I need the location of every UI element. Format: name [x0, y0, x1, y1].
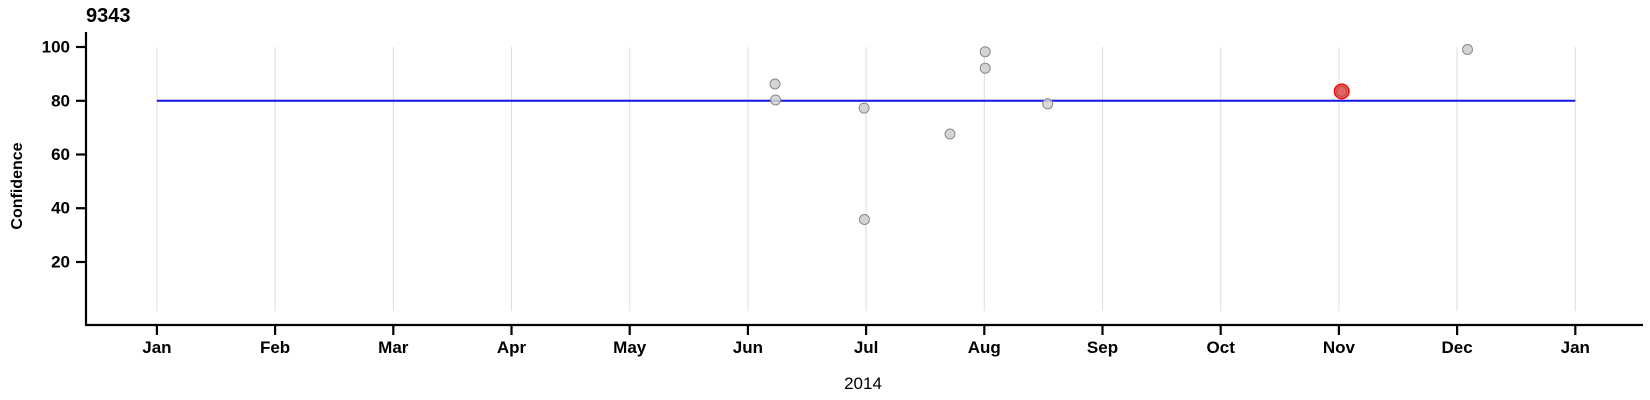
svg-text:9343: 9343 — [86, 5, 131, 27]
svg-text:Confidence: Confidence — [9, 142, 26, 229]
svg-text:Apr: Apr — [497, 338, 527, 357]
svg-text:2014: 2014 — [844, 374, 882, 393]
svg-text:Aug: Aug — [968, 338, 1001, 357]
svg-text:100: 100 — [42, 38, 70, 57]
svg-text:20: 20 — [51, 253, 70, 272]
svg-text:Oct: Oct — [1207, 338, 1236, 357]
svg-text:May: May — [613, 338, 647, 357]
svg-text:40: 40 — [51, 199, 70, 218]
svg-text:Dec: Dec — [1442, 338, 1473, 357]
svg-text:Jul: Jul — [854, 338, 879, 357]
svg-text:80: 80 — [51, 91, 70, 110]
svg-text:Jan: Jan — [1561, 338, 1590, 357]
svg-text:Jun: Jun — [733, 338, 763, 357]
svg-text:Nov: Nov — [1323, 338, 1356, 357]
svg-text:Mar: Mar — [378, 338, 409, 357]
svg-text:Jan: Jan — [142, 338, 171, 357]
svg-text:Feb: Feb — [260, 338, 290, 357]
svg-text:Sep: Sep — [1087, 338, 1118, 357]
svg-text:60: 60 — [51, 145, 70, 164]
